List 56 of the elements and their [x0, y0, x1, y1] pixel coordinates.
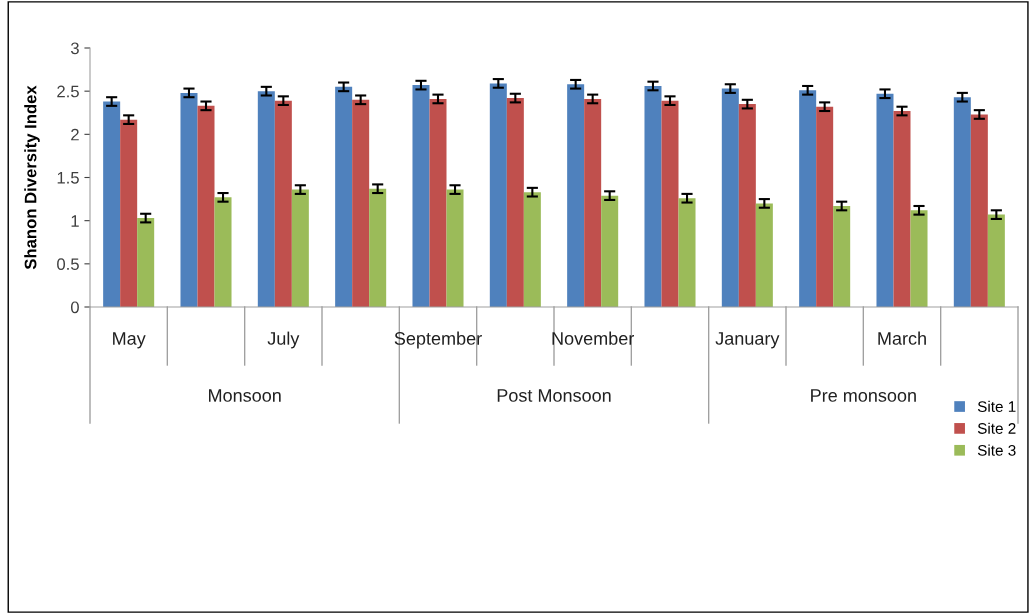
bar — [446, 189, 464, 307]
bar — [721, 88, 739, 307]
bar — [678, 198, 696, 307]
y-tick-label: 2.5 — [57, 85, 79, 98]
y-tick-label: 0.5 — [57, 258, 79, 271]
x-tick-label: November — [552, 331, 635, 345]
bar — [661, 100, 679, 307]
bar — [120, 119, 138, 307]
bar — [352, 99, 370, 307]
bar — [335, 86, 353, 307]
text: Post Monsoon — [497, 389, 611, 402]
bar — [291, 189, 309, 307]
bar — [257, 91, 275, 307]
bar — [429, 98, 447, 307]
legend-label: Site 3 — [977, 444, 1016, 456]
bar — [369, 188, 387, 307]
x-tick-label: May — [113, 332, 146, 349]
bar — [755, 203, 773, 307]
y-tick-label: 0 — [70, 301, 79, 314]
bar — [197, 105, 215, 307]
bar — [584, 98, 602, 307]
bar — [137, 218, 155, 307]
x-tick-label: September — [394, 331, 482, 349]
legend-label: Site 2 — [977, 422, 1016, 434]
y-tick-label: 3 — [70, 42, 79, 55]
bar — [567, 84, 585, 307]
bar — [987, 214, 1005, 307]
x-tick-label: March — [878, 331, 926, 345]
text: Pre monsoon — [811, 389, 916, 402]
bar — [601, 195, 619, 307]
y-tick-label: 2 — [71, 128, 79, 141]
text: Monsoon — [209, 389, 281, 402]
bar — [833, 205, 851, 307]
bar — [738, 104, 756, 307]
y-tick-label: 1.5 — [57, 172, 79, 184]
bar — [644, 85, 662, 307]
bar — [876, 93, 894, 307]
bar — [816, 106, 834, 307]
y-tick-label: 1 — [71, 215, 79, 227]
legend-label: Site 1 — [977, 400, 1016, 413]
bar — [412, 85, 430, 307]
y-axis-title: Shanon Diversity Index — [24, 85, 40, 270]
bar — [910, 210, 928, 307]
x-tick-label: January — [715, 332, 780, 349]
x-tick-label: July — [267, 331, 300, 349]
bar — [274, 100, 292, 307]
bar — [489, 83, 507, 307]
bar — [103, 101, 121, 307]
bar — [523, 192, 541, 307]
bar — [893, 111, 911, 307]
bar — [506, 98, 524, 307]
bar — [180, 92, 198, 307]
bar — [214, 197, 232, 307]
bar — [953, 97, 971, 307]
bar — [799, 90, 817, 307]
bar — [970, 114, 988, 307]
